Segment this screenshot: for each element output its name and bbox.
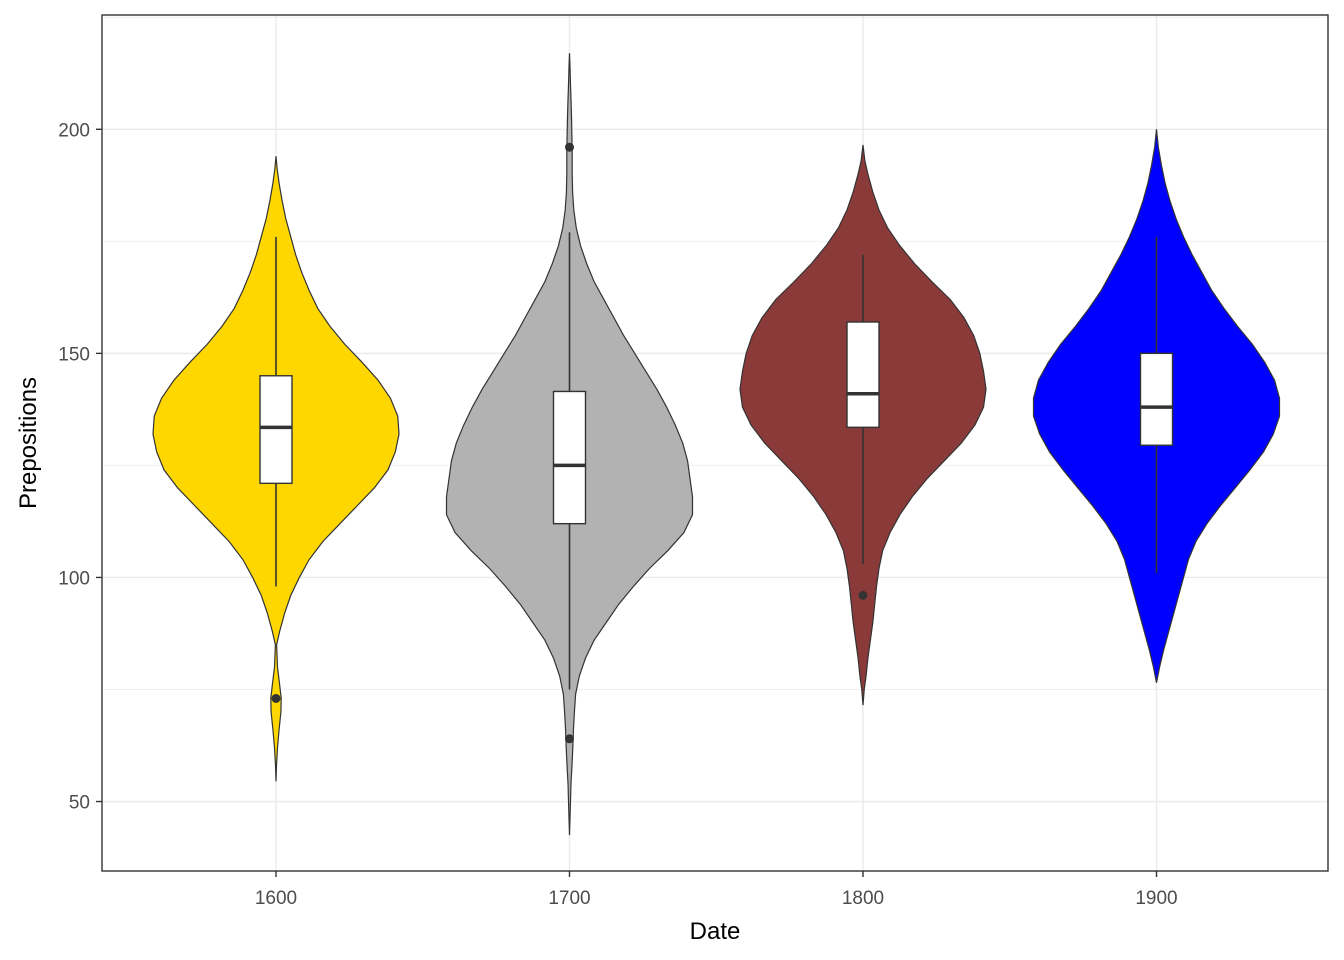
- x-tick-label: 1800: [842, 888, 884, 909]
- y-tick-label: 200: [58, 120, 90, 141]
- outlier-point: [565, 734, 574, 744]
- x-tick-label: 1700: [548, 888, 590, 909]
- box: [259, 375, 293, 485]
- panel-border: [101, 14, 1329, 872]
- axes: 50 100 150 200 1600 1700 1800 1900: [58, 120, 1177, 909]
- y-tick-label: 50: [69, 793, 90, 814]
- outlier-point: [858, 590, 868, 600]
- violin-group-1600: [152, 156, 400, 782]
- y-axis-title: Prepositions: [15, 377, 42, 509]
- x-tick-label: 1600: [255, 888, 297, 909]
- y-tick-label: 150: [58, 344, 90, 365]
- violin-group-1800: [739, 144, 987, 706]
- violin-group-1900: [1032, 129, 1281, 683]
- outlier-point: [271, 693, 281, 703]
- box: [552, 390, 587, 525]
- box: [1139, 352, 1174, 446]
- x-axis-title: Date: [690, 918, 741, 945]
- violin-group-1700: [445, 53, 694, 836]
- box: [846, 321, 880, 429]
- violins: [152, 53, 1281, 836]
- y-tick-label: 100: [58, 568, 90, 589]
- x-tick-label: 1900: [1135, 888, 1177, 909]
- outlier-point: [565, 142, 574, 152]
